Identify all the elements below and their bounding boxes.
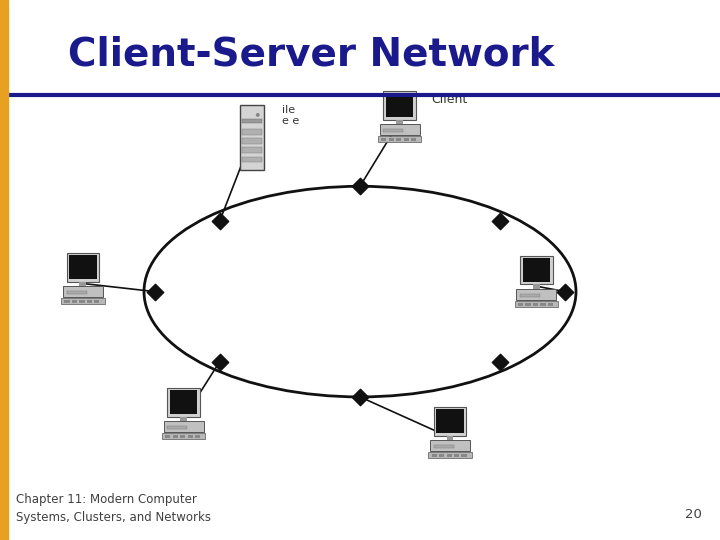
Bar bbox=[533, 284, 540, 289]
Bar bbox=[86, 300, 92, 303]
Bar bbox=[521, 256, 552, 284]
Bar bbox=[428, 452, 472, 458]
Bar bbox=[65, 300, 70, 303]
Bar bbox=[446, 435, 454, 440]
Bar bbox=[170, 390, 197, 414]
Bar bbox=[243, 147, 261, 153]
Bar bbox=[168, 426, 187, 429]
Bar bbox=[526, 302, 531, 306]
Bar bbox=[384, 129, 403, 132]
Bar bbox=[533, 302, 538, 306]
Bar bbox=[0, 0, 8, 540]
Bar bbox=[518, 302, 523, 306]
Text: 20: 20 bbox=[685, 509, 702, 522]
Bar bbox=[79, 281, 86, 286]
Bar bbox=[384, 91, 415, 119]
Point bbox=[149, 287, 161, 296]
Point bbox=[495, 357, 506, 366]
Bar bbox=[379, 124, 420, 135]
Bar bbox=[523, 258, 550, 282]
Bar bbox=[411, 138, 416, 141]
Bar bbox=[446, 454, 451, 457]
Bar bbox=[243, 157, 261, 163]
Text: ile
e e: ile e e bbox=[282, 105, 300, 126]
Bar bbox=[240, 105, 264, 170]
Bar bbox=[79, 300, 84, 303]
Bar bbox=[548, 302, 553, 306]
Bar bbox=[521, 294, 540, 297]
Bar bbox=[243, 119, 261, 123]
Bar bbox=[163, 421, 204, 432]
Bar bbox=[61, 298, 104, 305]
Bar bbox=[434, 445, 454, 448]
Bar bbox=[396, 138, 401, 141]
Bar bbox=[187, 435, 193, 438]
Bar bbox=[389, 138, 394, 141]
Bar bbox=[180, 416, 187, 421]
Circle shape bbox=[256, 113, 259, 116]
Bar bbox=[382, 138, 387, 141]
Bar bbox=[63, 286, 103, 297]
Bar bbox=[516, 289, 557, 300]
Bar bbox=[243, 138, 261, 144]
Bar bbox=[396, 119, 403, 124]
Bar bbox=[168, 388, 199, 416]
Bar bbox=[173, 435, 178, 438]
Point bbox=[495, 217, 506, 226]
Bar bbox=[432, 454, 437, 457]
Bar bbox=[180, 435, 185, 438]
Bar bbox=[430, 440, 470, 451]
Text: Systems, Clusters, and Networks: Systems, Clusters, and Networks bbox=[16, 511, 211, 524]
Bar bbox=[436, 409, 464, 433]
Bar bbox=[434, 407, 466, 435]
Point bbox=[354, 182, 366, 191]
Bar bbox=[195, 435, 200, 438]
Bar bbox=[462, 454, 467, 457]
Point bbox=[214, 217, 225, 226]
Bar bbox=[386, 93, 413, 117]
Bar bbox=[162, 433, 205, 440]
Text: Chapter 11: Modern Computer: Chapter 11: Modern Computer bbox=[16, 494, 197, 507]
Bar bbox=[166, 435, 171, 438]
Bar bbox=[515, 301, 558, 307]
Bar bbox=[94, 300, 99, 303]
Point bbox=[559, 287, 571, 296]
Text: Client-Server Network: Client-Server Network bbox=[68, 36, 554, 74]
Bar bbox=[72, 300, 77, 303]
Bar bbox=[69, 255, 96, 279]
Bar bbox=[378, 136, 421, 143]
Bar bbox=[67, 291, 86, 294]
Point bbox=[354, 393, 366, 401]
Bar bbox=[439, 454, 444, 457]
Text: Client: Client bbox=[431, 93, 468, 106]
Bar bbox=[454, 454, 459, 457]
Bar bbox=[403, 138, 409, 141]
Bar bbox=[67, 253, 99, 281]
Bar bbox=[243, 129, 261, 135]
Point bbox=[214, 357, 225, 366]
Bar bbox=[540, 302, 546, 306]
